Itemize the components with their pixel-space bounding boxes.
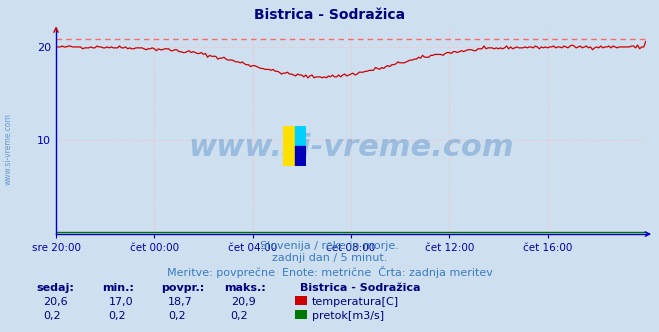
Text: min.:: min.: xyxy=(102,283,134,293)
Text: Bistrica - Sodražica: Bistrica - Sodražica xyxy=(300,283,420,293)
Text: sedaj:: sedaj: xyxy=(36,283,74,293)
Text: 0,2: 0,2 xyxy=(231,311,248,321)
Bar xyxy=(283,126,295,166)
Text: Bistrica - Sodražica: Bistrica - Sodražica xyxy=(254,8,405,22)
Text: temperatura[C]: temperatura[C] xyxy=(312,297,399,307)
Text: 0,2: 0,2 xyxy=(168,311,186,321)
Text: Meritve: povprečne  Enote: metrične  Črta: zadnja meritev: Meritve: povprečne Enote: metrične Črta:… xyxy=(167,266,492,278)
Text: 0,2: 0,2 xyxy=(43,311,61,321)
Text: 20,6: 20,6 xyxy=(43,297,67,307)
Text: povpr.:: povpr.: xyxy=(161,283,205,293)
Text: www.si-vreme.com: www.si-vreme.com xyxy=(188,133,514,162)
Bar xyxy=(295,126,306,146)
Text: zadnji dan / 5 minut.: zadnji dan / 5 minut. xyxy=(272,253,387,263)
Text: 17,0: 17,0 xyxy=(109,297,133,307)
Bar xyxy=(295,146,306,166)
Text: 18,7: 18,7 xyxy=(168,297,193,307)
Text: pretok[m3/s]: pretok[m3/s] xyxy=(312,311,384,321)
Text: Slovenija / reke in morje.: Slovenija / reke in morje. xyxy=(260,241,399,251)
Text: www.si-vreme.com: www.si-vreme.com xyxy=(3,114,13,185)
Text: 0,2: 0,2 xyxy=(109,311,127,321)
Text: 20,9: 20,9 xyxy=(231,297,256,307)
Text: maks.:: maks.: xyxy=(224,283,266,293)
